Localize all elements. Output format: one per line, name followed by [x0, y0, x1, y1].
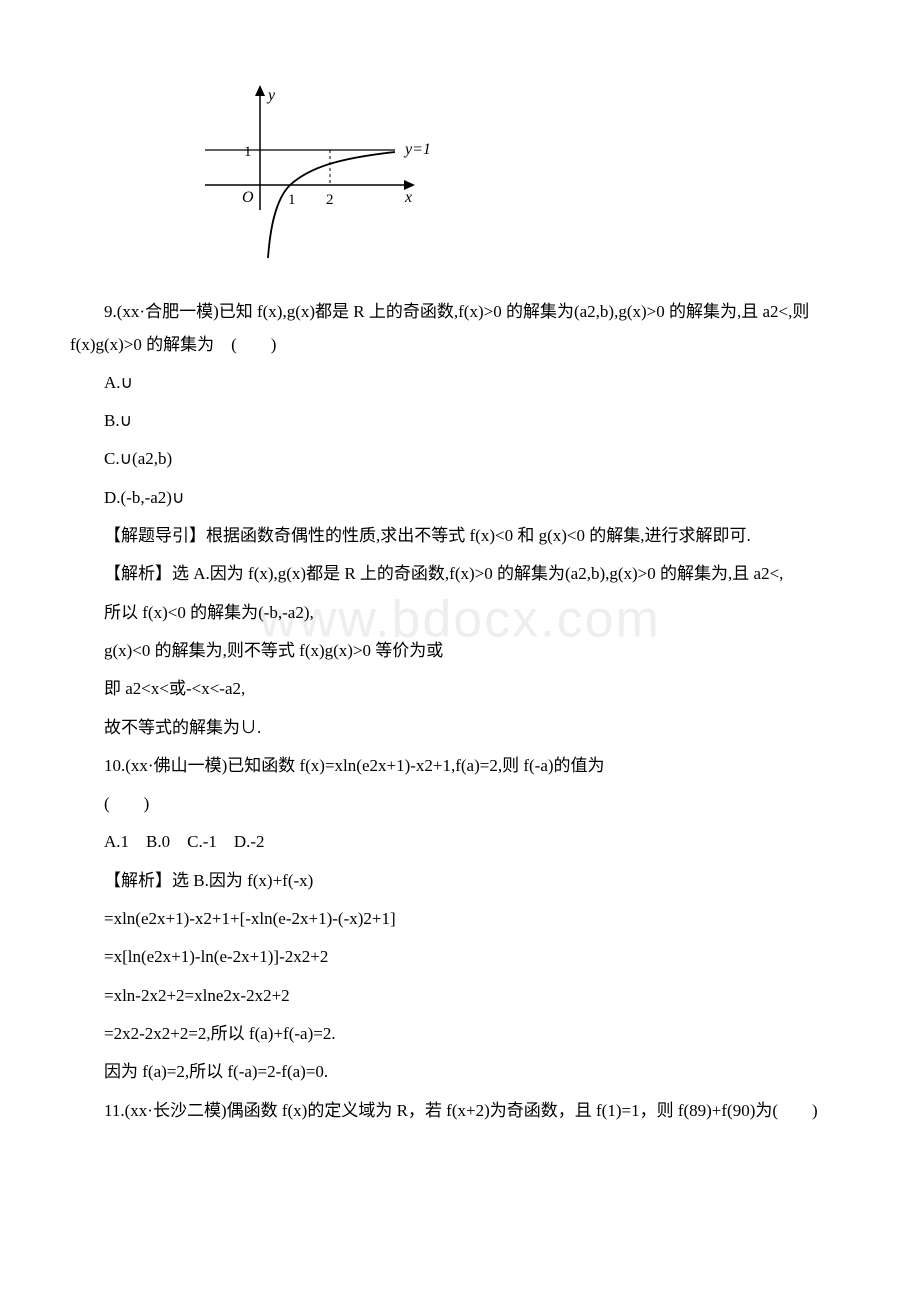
svg-text:1: 1: [288, 192, 296, 208]
q10-solution-1: 【解析】选 B.因为 f(x)+f(-x): [70, 865, 850, 897]
q9-option-c: C.∪(a2,b): [70, 443, 850, 475]
q9-solution-3: g(x)<0 的解集为,则不等式 f(x)g(x)>0 等价为或: [70, 635, 850, 667]
q10-solution-3: =x[ln(e2x+1)-ln(e-2x+1)]-2x2+2: [70, 941, 850, 973]
svg-text:1: 1: [244, 144, 252, 160]
q9-solution-5: 故不等式的解集为∪.: [70, 712, 850, 744]
q10-solution-5: =2x2-2x2+2=2,所以 f(a)+f(-a)=2.: [70, 1018, 850, 1050]
q10-stem: 10.(xx·佛山一模)已知函数 f(x)=xln(e2x+1)-x2+1,f(…: [70, 750, 850, 782]
svg-text:y=1: y=1: [403, 141, 431, 158]
q10-solution-4: =xln-2x2+2=xlne2x-2x2+2: [70, 980, 850, 1012]
svg-text:x: x: [404, 189, 412, 206]
q10-solution-2: =xln(e2x+1)-x2+1+[-xln(e-2x+1)-(-x)2+1]: [70, 903, 850, 935]
document-content: y x y=1 O 1 2 1 9.(xx·合肥一模)已知 f(x),g(x)都…: [70, 80, 850, 1127]
q11-stem: 11.(xx·长沙二模)偶函数 f(x)的定义域为 R，若 f(x+2)为奇函数…: [70, 1095, 850, 1127]
q9-option-b: B.∪: [70, 405, 850, 437]
q9-option-d: D.(-b,-a2)∪: [70, 482, 850, 514]
q10-blank: ( ): [70, 788, 850, 820]
function-graph: y x y=1 O 1 2 1: [200, 80, 850, 276]
q9-stem: 9.(xx·合肥一模)已知 f(x),g(x)都是 R 上的奇函数,f(x)>0…: [70, 296, 850, 361]
svg-text:y: y: [266, 87, 276, 104]
svg-text:O: O: [242, 189, 254, 206]
svg-text:2: 2: [326, 192, 334, 208]
q9-solution-4: 即 a2<x<或-<x<-a2,: [70, 673, 850, 705]
q10-options: A.1 B.0 C.-1 D.-2: [70, 826, 850, 858]
q10-solution-6: 因为 f(a)=2,所以 f(-a)=2-f(a)=0.: [70, 1056, 850, 1088]
q9-guide: 【解题导引】根据函数奇偶性的性质,求出不等式 f(x)<0 和 g(x)<0 的…: [70, 520, 850, 552]
q9-option-a: A.∪: [70, 367, 850, 399]
q9-solution-2: 所以 f(x)<0 的解集为(-b,-a2),: [70, 597, 850, 629]
q9-solution-1: 【解析】选 A.因为 f(x),g(x)都是 R 上的奇函数,f(x)>0 的解…: [70, 558, 850, 590]
